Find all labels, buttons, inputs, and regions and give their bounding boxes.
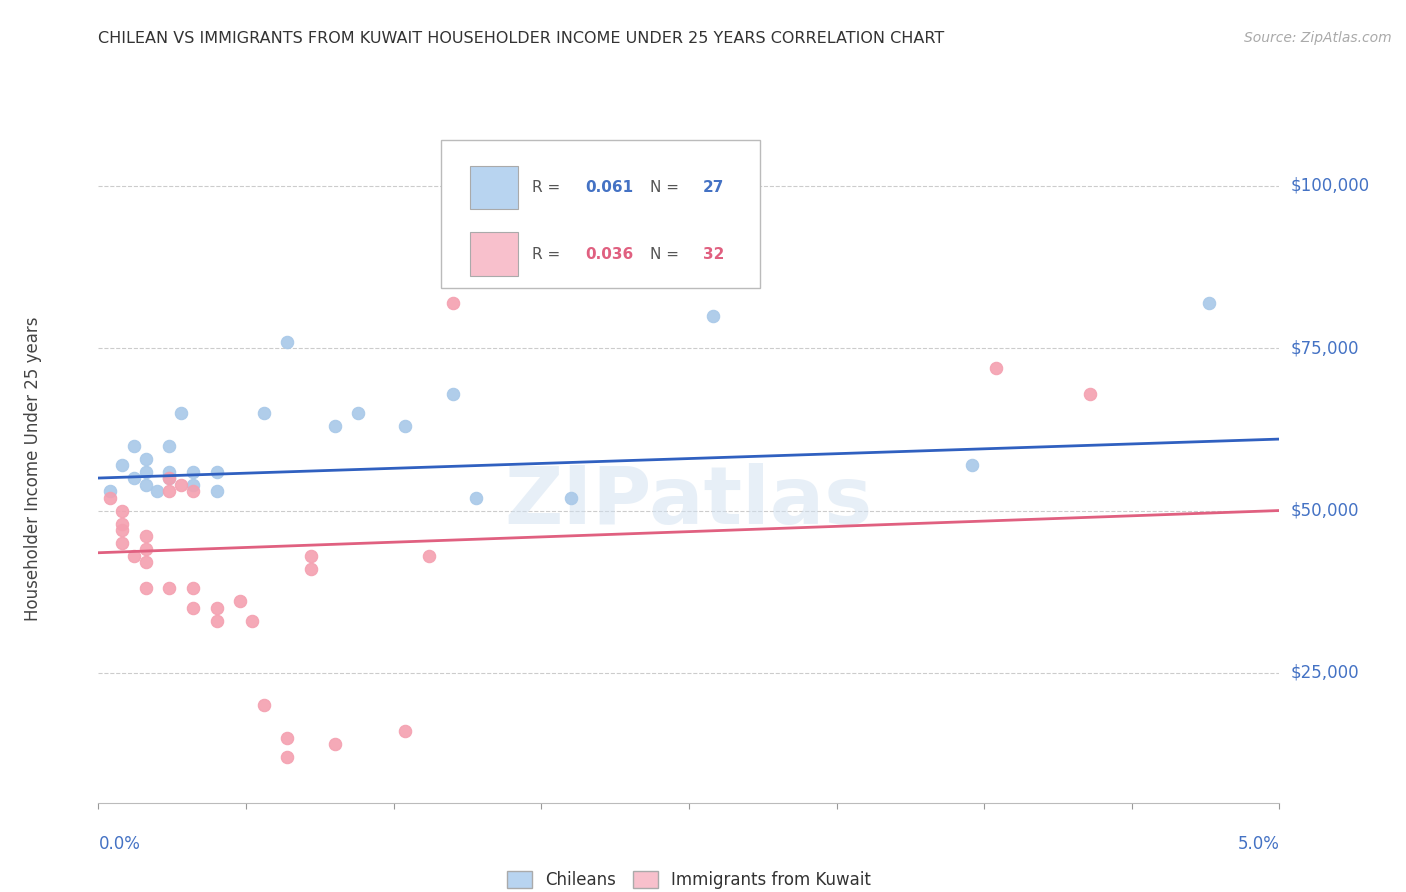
Text: $50,000: $50,000: [1291, 501, 1360, 519]
Point: [135, 465, 157, 479]
FancyBboxPatch shape: [471, 166, 517, 209]
Point: [205, 483, 228, 498]
Point: [111, 523, 134, 537]
Point: [157, 465, 180, 479]
Text: $25,000: $25,000: [1291, 664, 1360, 681]
Text: 27: 27: [703, 180, 724, 194]
Point: [984, 360, 1007, 375]
Text: 0.0%: 0.0%: [98, 835, 141, 854]
Point: [560, 491, 582, 505]
Text: 5.0%: 5.0%: [1237, 835, 1279, 854]
Text: R =: R =: [531, 180, 565, 194]
Point: [229, 594, 252, 608]
Point: [135, 451, 157, 466]
Point: [418, 549, 440, 563]
Text: ZIPatlas: ZIPatlas: [505, 463, 873, 541]
Point: [111, 536, 134, 550]
Point: [157, 471, 180, 485]
Text: $75,000: $75,000: [1291, 339, 1360, 357]
Point: [135, 542, 157, 557]
Text: R =: R =: [531, 247, 565, 261]
Point: [170, 477, 193, 491]
Point: [98, 483, 121, 498]
Point: [135, 529, 157, 543]
Text: Source: ZipAtlas.com: Source: ZipAtlas.com: [1244, 31, 1392, 45]
Text: 0.061: 0.061: [585, 180, 633, 194]
Point: [122, 471, 145, 485]
Point: [181, 477, 204, 491]
Text: N =: N =: [650, 247, 683, 261]
Point: [111, 503, 134, 517]
Legend: Chileans, Immigrants from Kuwait: Chileans, Immigrants from Kuwait: [501, 864, 877, 892]
Point: [170, 406, 193, 420]
Text: 0.036: 0.036: [585, 247, 633, 261]
Point: [465, 491, 488, 505]
Point: [299, 562, 322, 576]
Point: [323, 419, 346, 434]
Point: [962, 458, 984, 472]
Point: [135, 477, 157, 491]
Point: [394, 419, 416, 434]
Point: [181, 465, 204, 479]
Point: [394, 724, 416, 739]
Point: [157, 439, 180, 453]
Point: [323, 737, 346, 751]
Point: [276, 750, 298, 764]
Point: [146, 483, 169, 498]
Point: [253, 698, 276, 713]
Point: [181, 483, 204, 498]
Point: [205, 614, 228, 628]
Text: CHILEAN VS IMMIGRANTS FROM KUWAIT HOUSEHOLDER INCOME UNDER 25 YEARS CORRELATION : CHILEAN VS IMMIGRANTS FROM KUWAIT HOUSEH…: [98, 31, 945, 46]
Text: Householder Income Under 25 years: Householder Income Under 25 years: [24, 316, 42, 621]
Text: $100,000: $100,000: [1291, 177, 1369, 194]
Point: [111, 458, 134, 472]
Point: [205, 601, 228, 615]
Text: N =: N =: [650, 180, 683, 194]
Point: [135, 556, 157, 570]
Point: [111, 516, 134, 531]
FancyBboxPatch shape: [441, 141, 759, 288]
Point: [299, 549, 322, 563]
Point: [122, 439, 145, 453]
Point: [1080, 386, 1102, 401]
Point: [1198, 295, 1220, 310]
Point: [441, 386, 464, 401]
Text: 32: 32: [703, 247, 724, 261]
Point: [205, 465, 228, 479]
Point: [181, 582, 204, 596]
Point: [253, 406, 276, 420]
Point: [240, 614, 263, 628]
Point: [276, 731, 298, 745]
Point: [702, 309, 724, 323]
Point: [157, 582, 180, 596]
Point: [157, 483, 180, 498]
Point: [135, 582, 157, 596]
Point: [157, 471, 180, 485]
Point: [276, 334, 298, 349]
Point: [441, 295, 464, 310]
Point: [122, 549, 145, 563]
FancyBboxPatch shape: [471, 233, 517, 276]
Point: [347, 406, 370, 420]
Point: [181, 601, 204, 615]
Point: [98, 491, 121, 505]
